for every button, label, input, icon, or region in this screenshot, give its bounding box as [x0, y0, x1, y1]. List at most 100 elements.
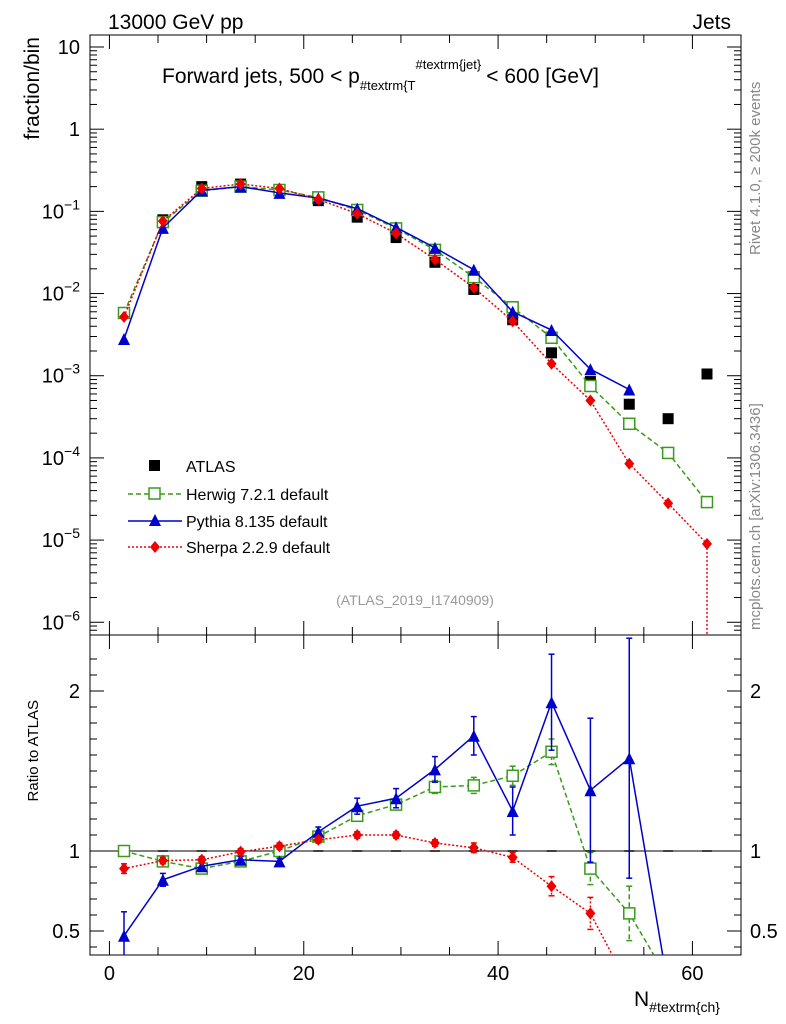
ratio-point-pythia [273, 855, 286, 868]
point-pythia [390, 221, 403, 234]
ratio-tick-label-right: 1 [750, 841, 761, 863]
ratio-point-pythia [428, 763, 441, 776]
header-left: 13000 GeV pp [108, 11, 243, 34]
point-sherpa [429, 253, 440, 266]
point-pythia [118, 332, 131, 345]
y-tick-mantissa: 1 [69, 119, 80, 141]
ratio-point-sherpa [546, 880, 557, 893]
y-tick-label: 10−5 [42, 525, 80, 552]
ratio-tick-label-right: 2 [750, 681, 761, 703]
x-tick-label: 20 [293, 963, 315, 985]
ratio-point-pythia [195, 860, 208, 873]
point-sherpa [663, 497, 674, 510]
legend-marker-sherpa [150, 541, 160, 553]
chart-title: Forward jets, 500 < p#textrm{T #textrm{je… [162, 57, 599, 93]
ratio-point-sherpa [352, 829, 363, 841]
point-sherpa [546, 357, 557, 370]
ratio-point-herwig [506, 769, 519, 783]
legend-label-herwig: Herwig 7.2.1 default [186, 487, 329, 504]
legend-label-sherpa: Sherpa 2.2.9 default [186, 540, 331, 557]
y-tick-label: 10 [58, 37, 80, 59]
point-atlas [546, 347, 558, 359]
ratio-point-herwig [467, 779, 481, 792]
point-herwig [584, 379, 597, 393]
ratio-point-pythia [390, 792, 403, 805]
point-pythia [428, 241, 441, 254]
y-tick-label: 10−3 [42, 361, 80, 388]
y-tick-mantissa: 10 [42, 448, 64, 470]
ratio-point-herwig [584, 862, 597, 875]
ratio-line-herwig [123, 750, 655, 956]
point-atlas [701, 368, 713, 380]
x-axis-label: N#textrm{ch} [634, 988, 720, 1015]
ratio-point-sherpa [429, 837, 440, 849]
ratio-point-herwig [623, 907, 636, 920]
point-sherpa [352, 207, 363, 220]
y-axis-label: fraction/bin [21, 37, 44, 140]
ratio-point-pythia [351, 800, 364, 813]
legend-label-pythia: Pythia 8.135 default [186, 514, 328, 531]
x-axis-label-sub: #textrm{ch} [649, 999, 720, 1015]
data-layer [117, 178, 714, 956]
point-pythia [467, 263, 480, 276]
legend-marker-pythia [149, 514, 161, 526]
ratio-point-sherpa [157, 854, 168, 867]
point-pythia [623, 383, 636, 396]
point-sherpa [585, 394, 596, 407]
point-atlas [623, 398, 635, 410]
point-sherpa [313, 193, 324, 206]
legend-label-atlas: ATLAS [186, 459, 236, 476]
point-pythia [156, 221, 169, 234]
ratio-point-sherpa [119, 862, 130, 875]
y-tick-mantissa: 10 [42, 612, 64, 634]
side-label-bottom: mcplots.cern.ch [arXiv:1306.3436] [747, 403, 764, 630]
point-herwig [661, 446, 675, 460]
side-label-top: Rivet 4.1.0, ≥ 200k events [747, 82, 764, 255]
y-tick-exponent: −2 [64, 279, 80, 295]
chart-title-sub: #textrm{T [360, 78, 416, 93]
ratio-point-sherpa [196, 853, 207, 866]
ratio-plot-frame [89, 634, 742, 956]
y-tick-mantissa: 10 [42, 530, 64, 552]
ratio-point-sherpa [391, 829, 402, 841]
ratio-point-pythia [118, 929, 131, 942]
y-tick-mantissa: 10 [58, 37, 80, 59]
ratio-tick-label: 2 [69, 681, 80, 703]
ratio-point-pythia [545, 696, 558, 709]
ratio-y-axis-label: Ratio to ATLAS [25, 700, 42, 801]
y-tick-mantissa: 10 [42, 201, 64, 223]
x-tick-label: 0 [104, 963, 115, 985]
ratio-point-pythia [506, 805, 519, 817]
ratio-point-sherpa [585, 907, 596, 920]
ratio-point-sherpa [274, 840, 285, 853]
point-sherpa [624, 457, 635, 470]
ratio-point-pythia [312, 825, 325, 838]
ratio-point-herwig [428, 780, 442, 794]
point-atlas [662, 413, 674, 425]
watermark: (ATLAS_2019_I1740909) [336, 592, 494, 608]
point-sherpa [274, 182, 285, 195]
point-sherpa [391, 227, 402, 240]
x-tick-label: 60 [681, 963, 703, 985]
point-herwig [700, 495, 714, 509]
header-right: Jets [692, 11, 731, 34]
ratio-point-pythia [467, 729, 480, 742]
chart-title-sup: #textrm{jet} [415, 57, 481, 72]
y-tick-exponent: −5 [64, 525, 80, 541]
y-tick-exponent: −3 [64, 361, 80, 377]
point-pythia [506, 305, 519, 318]
point-sherpa [119, 310, 130, 323]
point-sherpa [196, 182, 207, 195]
ratio-tick-label: 0.5 [52, 921, 80, 943]
y-tick-label: 10−2 [42, 279, 80, 306]
y-tick-label: 10−4 [42, 443, 80, 470]
legend-marker-atlas [149, 460, 160, 471]
point-sherpa [157, 215, 168, 228]
ratio-tick-label: 1 [69, 841, 80, 863]
y-tick-label: 10−1 [42, 196, 80, 223]
ratio-point-pythia [156, 873, 169, 886]
y-tick-label: 1 [69, 119, 80, 141]
y-tick-exponent: −4 [64, 443, 80, 459]
